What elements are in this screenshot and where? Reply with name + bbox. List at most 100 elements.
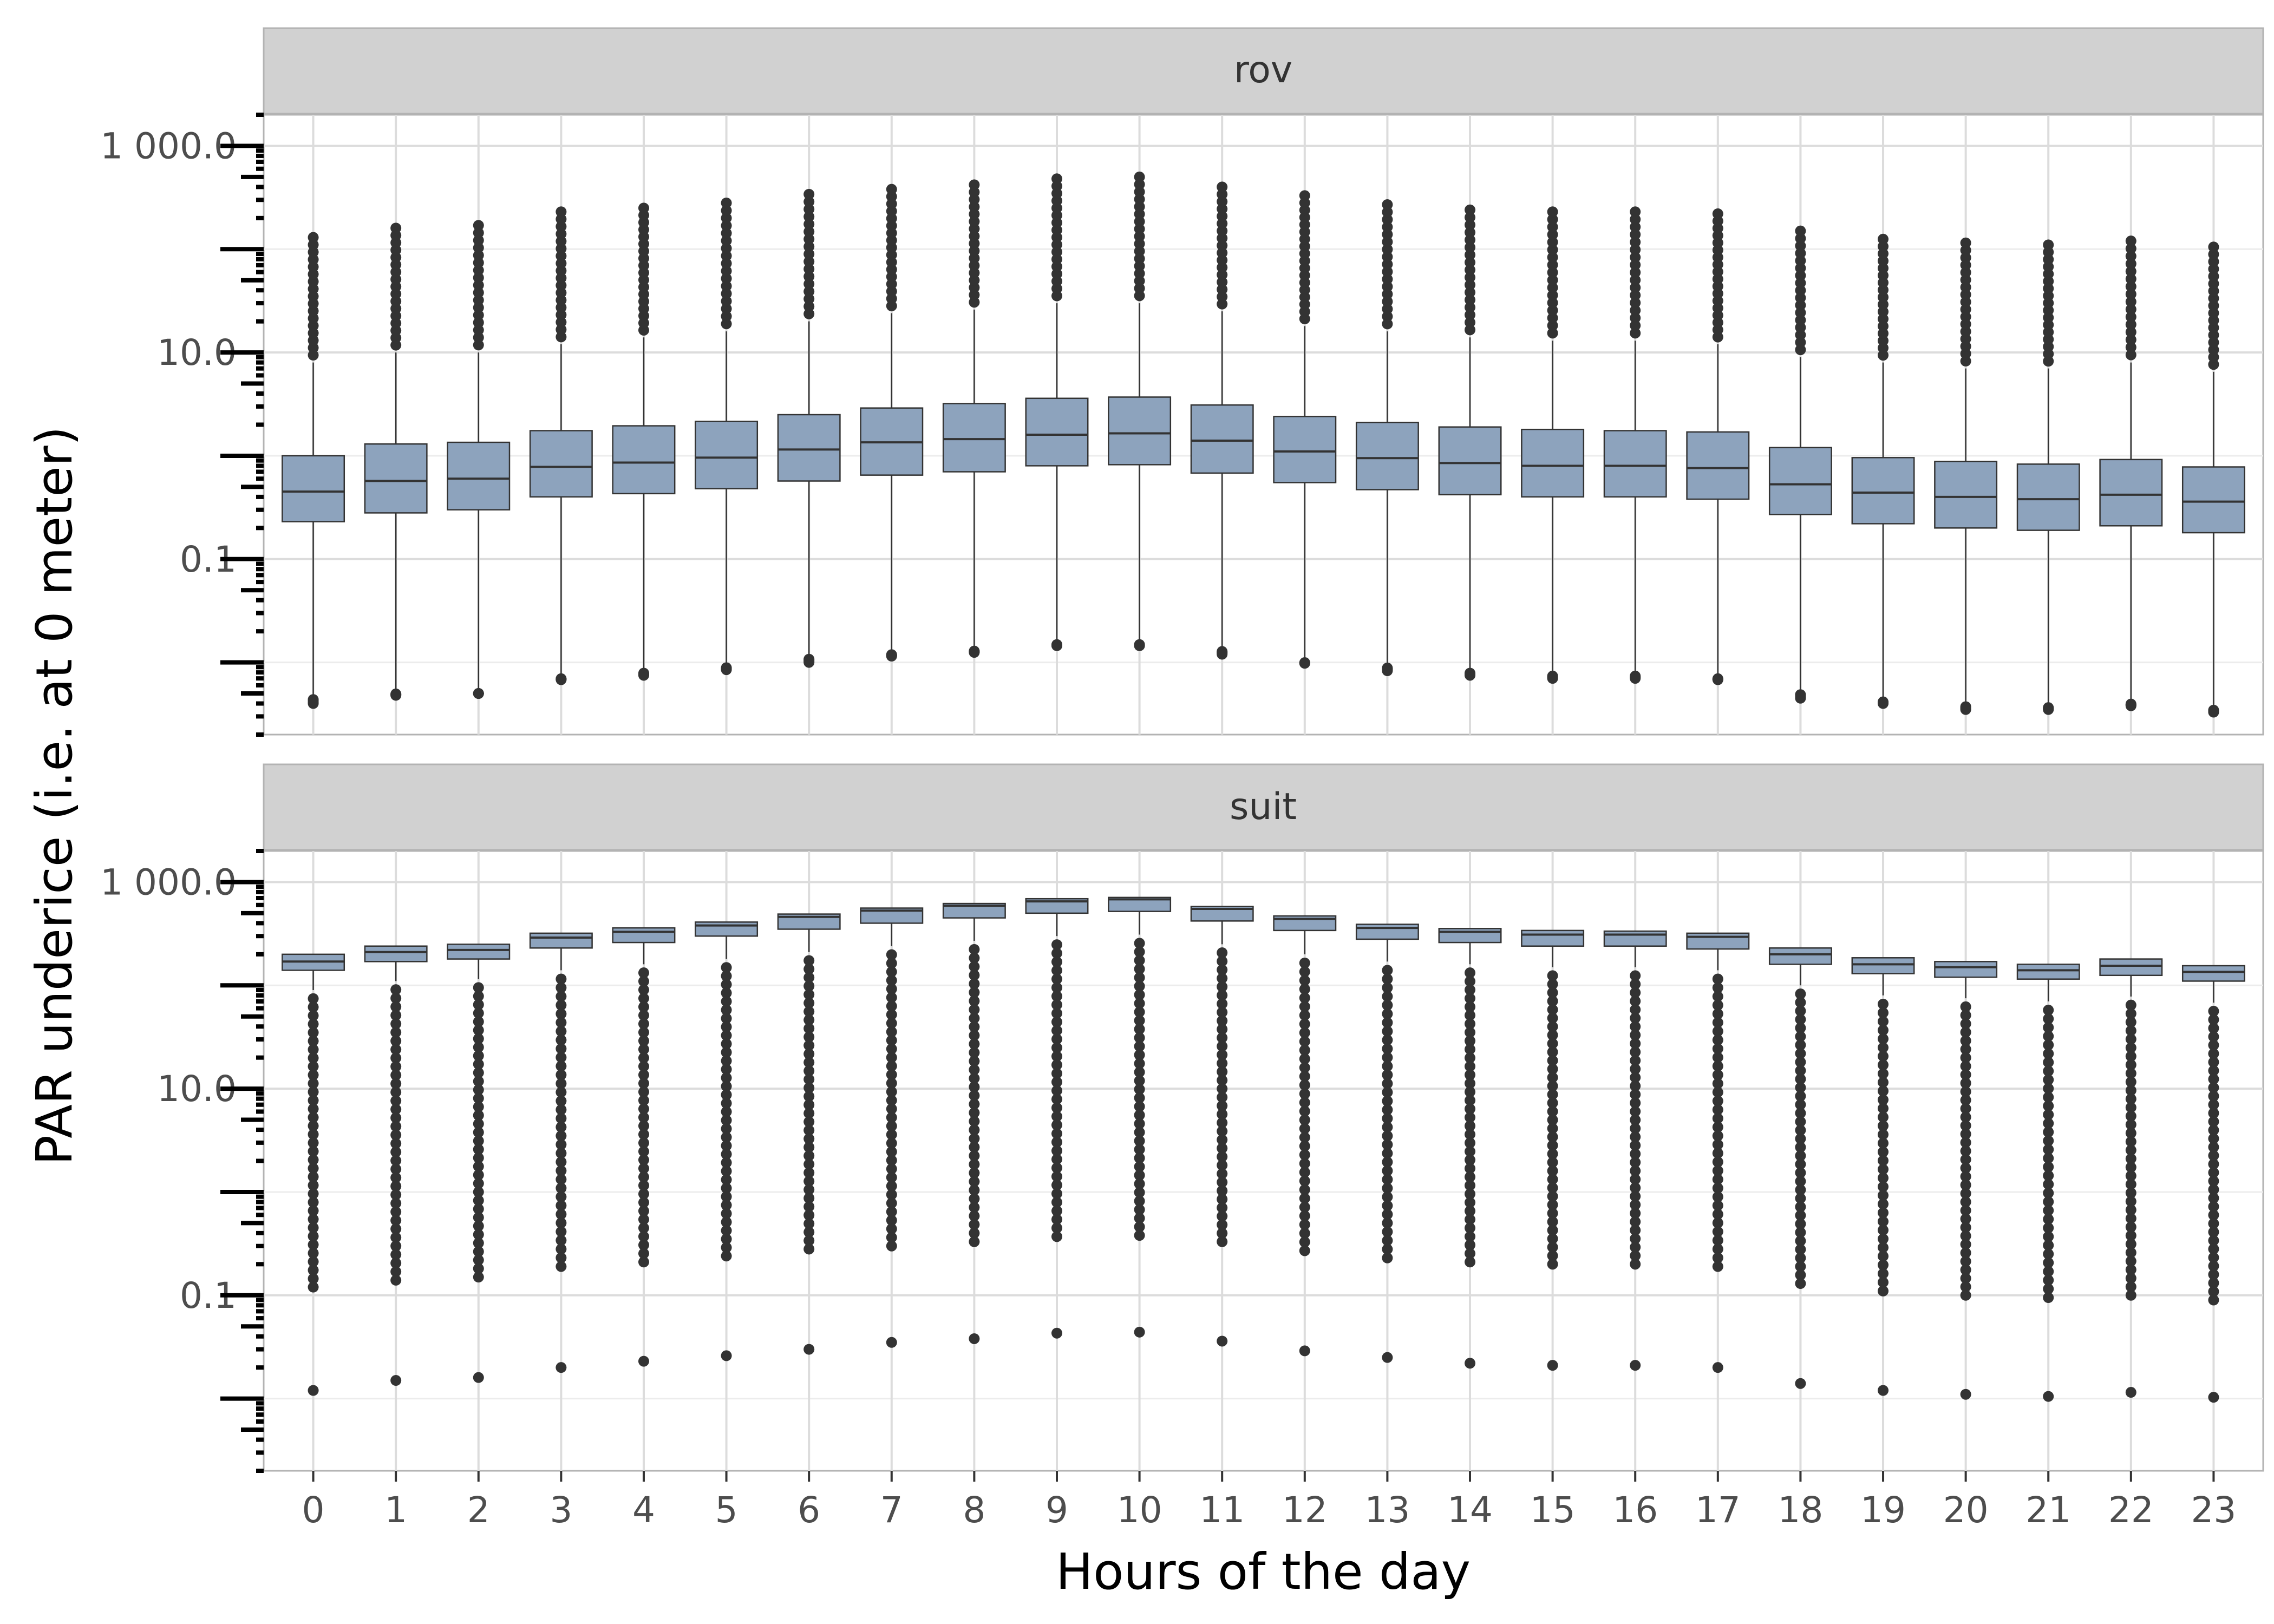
outlier-point (1465, 670, 1476, 681)
plot-area-rov (263, 114, 2264, 736)
box-hour-17 (1686, 208, 1750, 685)
outlier-point (1878, 1164, 1889, 1175)
outlier-point (1299, 1184, 1310, 1195)
outlier-point (1712, 982, 1723, 993)
outlier-point (2125, 1162, 2136, 1173)
outlier-point (556, 1226, 567, 1237)
outlier-point (390, 1121, 402, 1132)
box-iqr (1851, 457, 1915, 525)
outlier-point (1630, 328, 1641, 339)
outlier-point (803, 955, 815, 966)
outlier-point (556, 1060, 567, 1072)
outlier-point (1630, 312, 1641, 324)
outlier-point (886, 1337, 897, 1348)
outlier-point (803, 1142, 815, 1153)
outlier-point (1878, 1146, 1889, 1157)
outlier-point (1630, 305, 1641, 316)
outlier-point (1547, 1224, 1558, 1236)
outlier-point (1712, 1043, 1723, 1055)
outlier-point (2208, 1158, 2219, 1170)
box-iqr (364, 945, 428, 962)
outlier-point (556, 1095, 567, 1106)
outlier-point (721, 296, 732, 307)
outlier-point (1465, 279, 1476, 291)
outlier-point (1960, 1179, 1971, 1190)
box-hour-0 (282, 232, 345, 709)
outlier-point (1878, 1085, 1889, 1097)
outlier-point (721, 227, 732, 239)
outlier-point (1217, 1066, 1228, 1077)
outlier-point (1051, 947, 1062, 959)
outlier-point (308, 1247, 319, 1259)
outlier-point (1465, 302, 1476, 313)
plot-area-suit (263, 850, 2264, 1472)
x-tick-label: 16 (1612, 1489, 1658, 1531)
outlier-point (1795, 285, 1806, 296)
outlier-point (2125, 319, 2136, 330)
outlier-point (2208, 1057, 2219, 1068)
outlier-point (1878, 1051, 1889, 1062)
outlier-point (803, 1184, 815, 1195)
outlier-point (1878, 1007, 1889, 1018)
box-iqr (447, 441, 511, 510)
outlier-point (1051, 999, 1062, 1011)
outlier-point (969, 1012, 980, 1024)
outlier-point (1465, 219, 1476, 231)
outlier-point (1299, 1245, 1310, 1256)
outlier-point (1051, 173, 1062, 185)
outlier-point (1217, 1151, 1228, 1162)
outlier-point (969, 1202, 980, 1213)
outlier-point (1712, 1156, 1723, 1168)
outlier-point (1382, 665, 1393, 677)
outlier-point (1795, 292, 1806, 304)
box-hour-20 (1934, 961, 1998, 1400)
outlier-point (308, 1078, 319, 1089)
outlier-point (2125, 235, 2136, 247)
outlier-point (473, 227, 484, 239)
outlier-point (1547, 252, 1558, 263)
outlier-point (473, 265, 484, 276)
outlier-point (1382, 1017, 1393, 1029)
outlier-point (1299, 1201, 1310, 1213)
outlier-point (1795, 1082, 1806, 1093)
outlier-point (1299, 1079, 1310, 1091)
outlier-point (473, 279, 484, 291)
outlier-point (390, 1375, 402, 1386)
box-hour-23 (2181, 241, 2245, 718)
outlier-point (1630, 214, 1641, 225)
outlier-point (886, 992, 897, 1003)
outlier-point (721, 1013, 732, 1024)
outlier-point (638, 1035, 649, 1046)
outlier-point (1382, 991, 1393, 1002)
outlier-point (721, 205, 732, 216)
box-hour-6 (777, 913, 841, 1355)
outlier-point (1051, 1051, 1062, 1062)
outlier-point (2208, 1294, 2219, 1306)
outlier-point (1217, 1032, 1228, 1044)
outlier-point (1960, 1035, 1971, 1046)
outlier-point (556, 991, 567, 1002)
outlier-point (1795, 277, 1806, 289)
outlier-point (1299, 1088, 1310, 1099)
outlier-point (1134, 231, 1145, 242)
outlier-point (1795, 1124, 1806, 1136)
outlier-point (1382, 296, 1393, 307)
outlier-point (1547, 290, 1558, 301)
outlier-point (390, 992, 402, 1004)
box-iqr (1934, 961, 1998, 978)
outlier-point (1299, 1114, 1310, 1125)
outlier-point (1630, 1224, 1641, 1236)
outlier-point (886, 1095, 897, 1106)
box-hour-18 (1768, 225, 1832, 704)
outlier-point (1217, 981, 1228, 992)
outlier-point (803, 1040, 815, 1051)
outlier-point (1134, 260, 1145, 272)
outlier-point (638, 1001, 649, 1012)
outlier-point (1382, 1252, 1393, 1263)
outlier-point (969, 1210, 980, 1222)
outlier-point (1547, 214, 1558, 225)
x-tick-label: 5 (715, 1489, 738, 1531)
outlier-point (1299, 1053, 1310, 1065)
outlier-point (638, 1120, 649, 1131)
outlier-point (1547, 1165, 1558, 1176)
